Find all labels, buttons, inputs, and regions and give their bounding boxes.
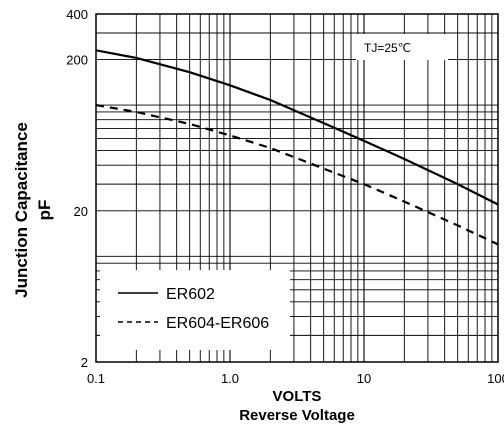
y-axis-label-secondary: pF — [35, 200, 54, 221]
x-axis-label-secondary: Reverse Voltage — [239, 407, 355, 424]
y-tick-label: 200 — [66, 53, 88, 68]
x-tick-label: 0.1 — [87, 371, 105, 386]
series-layer — [95, 49, 499, 246]
temperature-annotation: TJ=25℃ — [356, 34, 448, 60]
x-axis-label: VOLTS — [273, 388, 322, 405]
series-line-er602 — [95, 49, 499, 206]
x-tick-label: 1.0 — [221, 371, 239, 386]
x-tick-label: 100 — [487, 371, 504, 386]
legend-label-er602: ER602 — [166, 286, 215, 303]
x-tick-labels: 0.1 1.0 10 100 — [87, 371, 504, 386]
plot-frame — [95, 13, 499, 363]
series-line-er604-er606 — [95, 103, 499, 246]
annotation-text: TJ=25℃ — [364, 41, 411, 55]
legend-label-er604-er606: ER604-ER606 — [166, 315, 269, 332]
y-tick-label: 20 — [74, 204, 88, 219]
legend: ER602 ER604-ER606 — [100, 270, 290, 350]
y-tick-labels: 2 20 200 400 — [66, 7, 88, 370]
y-tick-label: 2 — [81, 355, 88, 370]
x-tick-label: 10 — [357, 371, 371, 386]
annotation-box — [356, 34, 448, 60]
y-axis-label: Junction Capacitance — [12, 122, 31, 298]
legend-box — [100, 270, 290, 350]
y-tick-label: 400 — [66, 7, 88, 22]
grid — [96, 14, 498, 362]
